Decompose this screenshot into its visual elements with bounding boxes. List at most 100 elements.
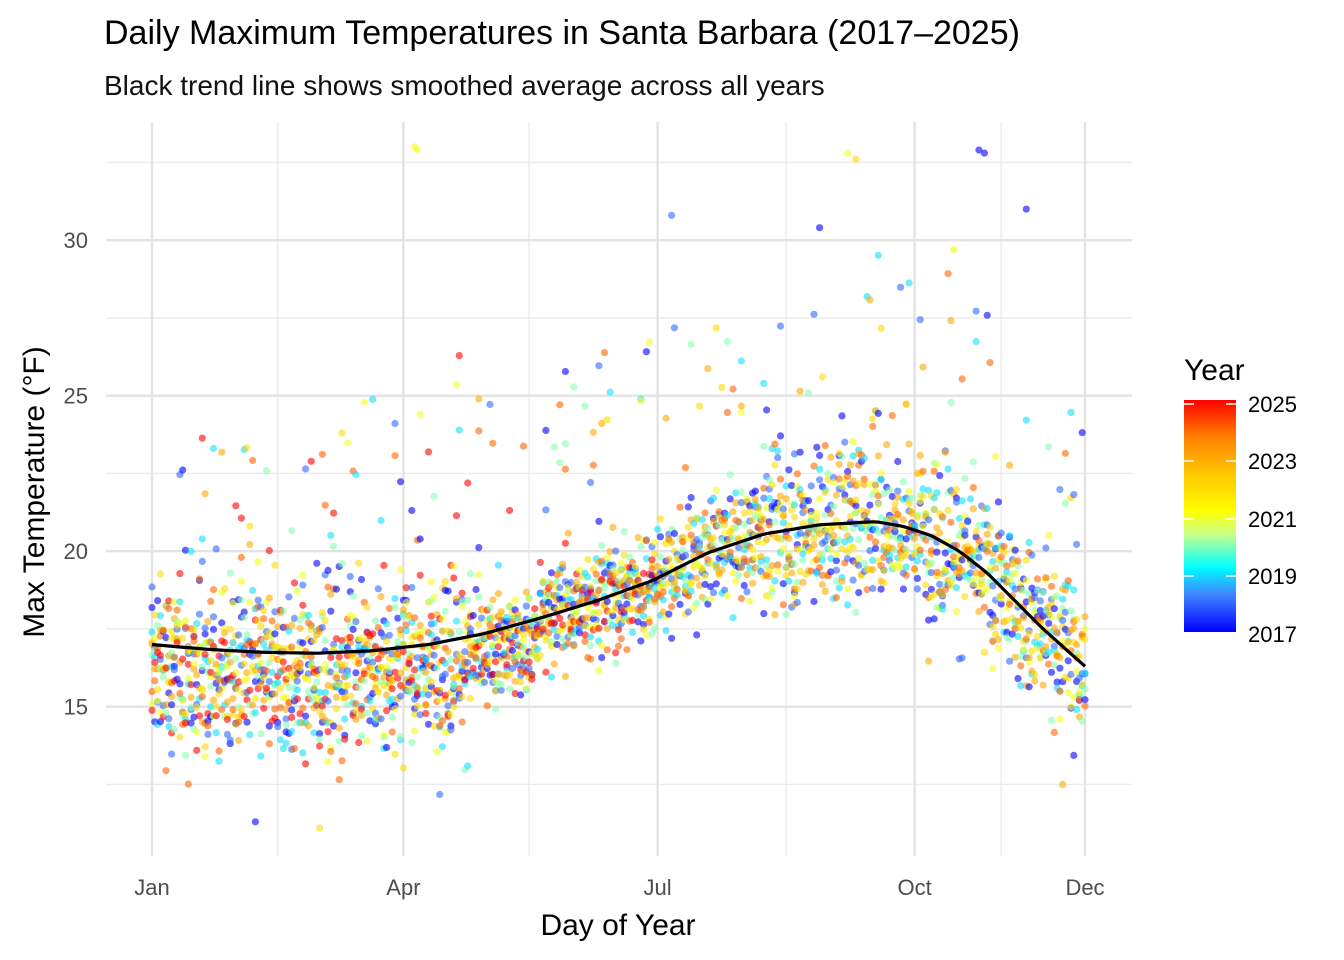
data-point bbox=[785, 534, 793, 543]
x-tick-label: Jul bbox=[644, 875, 672, 900]
data-point bbox=[240, 613, 248, 622]
data-point bbox=[243, 674, 251, 683]
data-point bbox=[195, 610, 204, 618]
data-point bbox=[447, 665, 455, 673]
data-point bbox=[863, 586, 871, 594]
data-point bbox=[852, 496, 860, 504]
data-point bbox=[349, 625, 357, 634]
data-point bbox=[243, 631, 251, 639]
data-point bbox=[316, 742, 324, 750]
data-point bbox=[941, 549, 949, 557]
data-point bbox=[992, 544, 1000, 552]
data-point bbox=[849, 452, 857, 460]
data-point bbox=[1070, 624, 1078, 633]
data-point bbox=[321, 501, 329, 509]
data-point bbox=[972, 569, 980, 577]
data-point bbox=[452, 657, 461, 665]
data-point bbox=[316, 735, 324, 743]
data-point bbox=[310, 684, 318, 692]
data-point bbox=[215, 690, 223, 698]
data-point bbox=[316, 688, 324, 697]
data-point bbox=[774, 561, 782, 569]
data-point bbox=[818, 551, 827, 559]
data-point bbox=[480, 678, 488, 686]
data-point bbox=[279, 607, 287, 615]
data-point bbox=[930, 505, 938, 513]
data-point bbox=[751, 487, 760, 495]
data-point bbox=[994, 635, 1003, 644]
data-point bbox=[701, 580, 709, 589]
data-point bbox=[824, 476, 832, 484]
data-point bbox=[687, 340, 695, 348]
data-point bbox=[723, 408, 732, 416]
data-point bbox=[413, 146, 421, 154]
data-point bbox=[148, 583, 156, 591]
data-point bbox=[1042, 574, 1050, 582]
data-point bbox=[841, 538, 849, 546]
data-point bbox=[475, 427, 483, 435]
data-point bbox=[430, 492, 438, 500]
y-tick-label: 30 bbox=[64, 228, 88, 253]
data-point bbox=[369, 395, 377, 403]
data-point bbox=[1081, 669, 1089, 677]
data-point bbox=[846, 535, 855, 543]
data-point bbox=[304, 670, 312, 678]
data-point bbox=[1014, 617, 1022, 625]
data-point bbox=[659, 583, 667, 591]
data-point bbox=[397, 631, 405, 639]
data-point bbox=[181, 751, 190, 759]
data-point bbox=[922, 536, 930, 544]
data-point bbox=[237, 514, 245, 522]
data-point bbox=[704, 525, 712, 533]
data-point bbox=[983, 585, 991, 593]
data-point bbox=[388, 728, 396, 736]
data-point bbox=[1047, 716, 1056, 724]
data-point bbox=[715, 508, 723, 516]
data-point bbox=[992, 564, 1000, 572]
data-point bbox=[844, 149, 852, 157]
data-point bbox=[352, 700, 360, 708]
data-point bbox=[1047, 582, 1056, 590]
data-point bbox=[539, 577, 547, 586]
data-point bbox=[497, 608, 505, 616]
data-point bbox=[821, 587, 829, 596]
data-point bbox=[1028, 551, 1036, 559]
data-point bbox=[874, 529, 882, 537]
data-point bbox=[816, 495, 824, 503]
data-point bbox=[612, 569, 620, 577]
data-point bbox=[816, 465, 824, 473]
data-point bbox=[573, 607, 581, 616]
data-point bbox=[927, 559, 936, 567]
data-point bbox=[452, 512, 461, 520]
data-point bbox=[341, 715, 349, 723]
data-point bbox=[486, 400, 494, 409]
data-point bbox=[441, 691, 449, 699]
data-point bbox=[790, 513, 799, 521]
data-point bbox=[380, 561, 388, 570]
data-point bbox=[511, 677, 519, 685]
data-point bbox=[411, 710, 419, 718]
data-point bbox=[492, 705, 500, 713]
data-point bbox=[430, 651, 438, 659]
data-point bbox=[1000, 549, 1008, 557]
data-point bbox=[598, 542, 606, 550]
data-point bbox=[168, 692, 176, 701]
data-point bbox=[891, 500, 899, 508]
data-point bbox=[754, 538, 762, 546]
data-point bbox=[729, 569, 737, 577]
data-point bbox=[595, 609, 603, 617]
data-point bbox=[975, 553, 983, 562]
data-point bbox=[198, 693, 206, 701]
data-point bbox=[341, 661, 349, 669]
data-point bbox=[299, 571, 307, 580]
data-point bbox=[852, 155, 860, 163]
data-point bbox=[712, 563, 720, 571]
data-point bbox=[402, 584, 410, 592]
data-point bbox=[807, 511, 815, 519]
data-point bbox=[1045, 660, 1053, 668]
data-point bbox=[246, 522, 254, 530]
data-point bbox=[749, 546, 757, 554]
data-point bbox=[357, 705, 366, 713]
data-point bbox=[595, 624, 603, 632]
data-point bbox=[416, 711, 424, 719]
